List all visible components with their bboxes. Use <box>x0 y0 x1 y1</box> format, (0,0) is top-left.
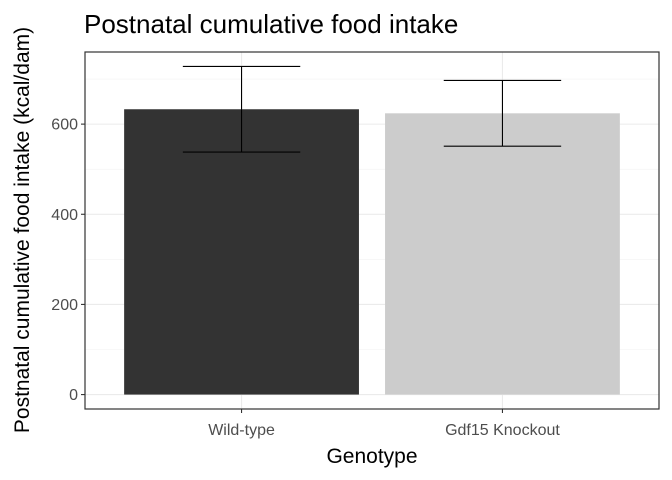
chart-title: Postnatal cumulative food intake <box>84 9 458 39</box>
x-axis-title: Genotype <box>326 445 417 468</box>
bar-1 <box>385 113 620 395</box>
plot-border <box>84 51 660 410</box>
error-bars <box>182 65 562 153</box>
y-tick-label: 400 <box>51 207 78 224</box>
error-bar-1 <box>443 79 562 147</box>
bar-0 <box>124 109 359 395</box>
y-axis-ticks: 0 200 400 600 <box>51 117 85 404</box>
y-tick-label: 0 <box>69 387 78 404</box>
bars <box>124 109 620 395</box>
y-tick-label: 600 <box>51 117 78 134</box>
y-axis-title: Postnatal cumulative food intake (kcal/d… <box>11 27 34 433</box>
x-tick-label: Wild-type <box>208 422 275 439</box>
error-bar-0 <box>182 65 301 153</box>
y-tick-label: 200 <box>51 297 78 314</box>
x-axis-ticks: Wild-type Gdf15 Knockout <box>208 409 560 439</box>
x-tick-label: Gdf15 Knockout <box>445 422 560 439</box>
